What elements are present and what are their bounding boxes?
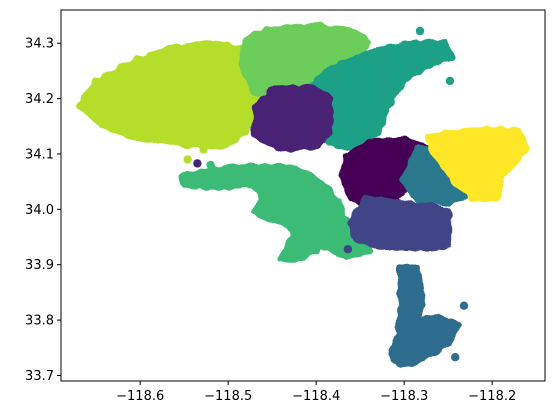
scatter-point-0 <box>199 145 208 154</box>
scatter-point-7 <box>451 353 460 362</box>
scatter-point-5 <box>206 160 215 170</box>
y-axis: 33.7 33.8 33.9 34.0 34.1 34.2 34.3 <box>25 37 61 384</box>
scatter-point-1 <box>183 155 192 164</box>
x-tick-label: −118.6 <box>116 389 164 404</box>
y-tick-label: 34.1 <box>25 147 54 162</box>
y-tick-label: 34.3 <box>25 37 54 52</box>
y-tick-label: 33.7 <box>25 369 54 384</box>
scatter-point-4 <box>193 159 202 168</box>
scatter-point-6 <box>459 301 469 310</box>
cluster-central-valley-region-4 <box>251 84 333 152</box>
axes-frame <box>60 9 546 382</box>
scatter-point-3 <box>445 76 455 86</box>
x-tick-label: −118.2 <box>468 389 516 404</box>
cluster-west-valley-region-0 <box>76 39 266 150</box>
x-tick-label: −118.4 <box>292 389 340 404</box>
y-tick-label: 34.2 <box>25 92 54 107</box>
scatter-point-2 <box>415 26 425 36</box>
y-tick-label: 33.9 <box>25 258 54 273</box>
x-tick-label: −118.5 <box>204 389 252 404</box>
cluster-northeast-region-9 <box>425 125 530 202</box>
x-tick-label: −118.3 <box>380 389 428 404</box>
x-axis: −118.6 −118.5 −118.4 −118.3 −118.2 <box>116 381 516 404</box>
cluster-northeast-valley-region-2 <box>308 39 457 152</box>
cluster-westside-region-6 <box>251 208 329 263</box>
cluster-northeast-valley-region-3 <box>356 53 399 103</box>
scatter-point-8 <box>343 245 353 254</box>
cluster-south-central-region-10 <box>347 194 452 252</box>
cluster-harbor-region-11 <box>387 264 461 368</box>
y-tick-label: 33.8 <box>25 314 54 329</box>
y-tick-label: 34.0 <box>25 203 54 218</box>
plot-area <box>76 23 530 368</box>
